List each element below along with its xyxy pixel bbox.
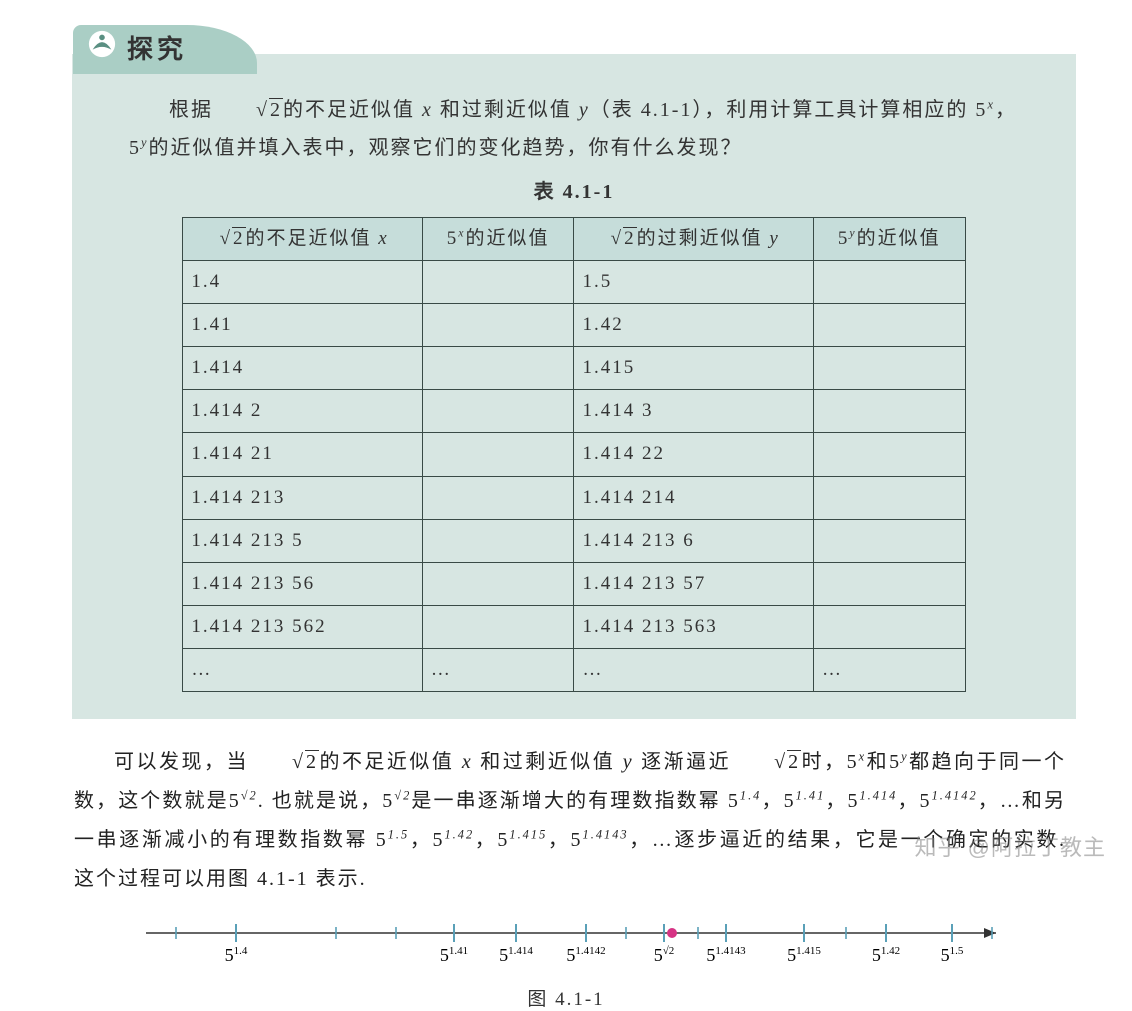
table-cell: 1.414 [183,347,422,390]
table-row: 1.414 213 56 1.414 213 57 [183,562,965,605]
table-row: ………… [183,648,965,691]
number-line-figure: 51.451.4151.41451.41425√251.414351.41551… [116,915,1016,1011]
table-cell [422,433,574,476]
approximation-table: 2的不足近似值 x 5x的近似值 2的过剩近似值 y 5y的近似值 1.4 1.5… [182,217,965,692]
table-caption: 表 4.1-1 [129,173,1019,211]
table-cell: … [813,648,965,691]
number-line-svg: 51.451.4151.41451.41425√251.414351.41551… [116,915,1016,971]
table-cell [422,519,574,562]
table-cell [813,304,965,347]
table-cell: 1.414 213 6 [574,519,813,562]
table-row: 1.414 213 562 1.414 213 563 [183,605,965,648]
table-row: 1.414 213 5 1.414 213 6 [183,519,965,562]
table-cell [422,347,574,390]
table-cell: 1.414 214 [574,476,813,519]
table-cell [422,261,574,304]
explore-panel: 探究 根据2的不足近似值 x 和过剩近似值 y（表 4.1-1），利用计算工具计… [72,54,1076,719]
conclusion-text: 可以发现，当2的不足近似值 x 和过剩近似值 y 逐渐逼近2时，5x和5y都趋向… [74,743,1066,899]
table-cell: 1.414 2 [183,390,422,433]
col-header-5y: 5y的近似值 [813,218,965,261]
table-cell: … [574,648,813,691]
table-cell: 1.414 213 5 [183,519,422,562]
table-cell: 1.414 213 563 [574,605,813,648]
table-cell [422,304,574,347]
table-cell: 1.414 3 [574,390,813,433]
conclusion-paragraph: 可以发现，当2的不足近似值 x 和过剩近似值 y 逐渐逼近2时，5x和5y都趋向… [74,743,1066,899]
table-cell: 1.5 [574,261,813,304]
table-cell: 1.414 213 [183,476,422,519]
col-header-5x: 5x的近似值 [422,218,574,261]
table-cell: … [422,648,574,691]
table-cell: 1.414 21 [183,433,422,476]
explore-label: 探究 [127,29,187,66]
table-row: 1.414 213 1.414 214 [183,476,965,519]
explore-paragraph: 根据2的不足近似值 x 和过剩近似值 y（表 4.1-1），利用计算工具计算相应… [129,91,1019,167]
table-cell [422,390,574,433]
explore-tab: 探究 [73,25,257,74]
table-cell [422,562,574,605]
table-cell: … [183,648,422,691]
table-cell: 1.4 [183,261,422,304]
table-cell [813,347,965,390]
table-row: 1.414 2 1.414 3 [183,390,965,433]
table-cell [813,476,965,519]
col-header-x: 2的不足近似值 x [183,218,422,261]
table-cell: 1.414 213 57 [574,562,813,605]
table-cell [813,433,965,476]
table-cell [813,261,965,304]
table-cell [813,390,965,433]
col-header-y: 2的过剩近似值 y [574,218,813,261]
table-cell [813,605,965,648]
explore-icon [87,29,117,66]
table-cell: 1.415 [574,347,813,390]
table-row: 1.414 1.415 [183,347,965,390]
watermark-text: 知乎 @阿拉丁教主 [915,830,1106,862]
table-cell [422,476,574,519]
table-cell [813,519,965,562]
table-cell [813,562,965,605]
table-row: 1.4 1.5 [183,261,965,304]
table-cell: 1.42 [574,304,813,347]
table-cell: 1.414 213 562 [183,605,422,648]
table-row: 1.414 21 1.414 22 [183,433,965,476]
table-cell: 1.41 [183,304,422,347]
table-row: 1.41 1.42 [183,304,965,347]
table-cell: 1.414 22 [574,433,813,476]
table-cell [422,605,574,648]
table-body: 1.41.51.411.421.4141.4151.414 21.414 31.… [183,261,965,692]
table-cell: 1.414 213 56 [183,562,422,605]
figure-caption: 图 4.1-1 [116,984,1016,1011]
